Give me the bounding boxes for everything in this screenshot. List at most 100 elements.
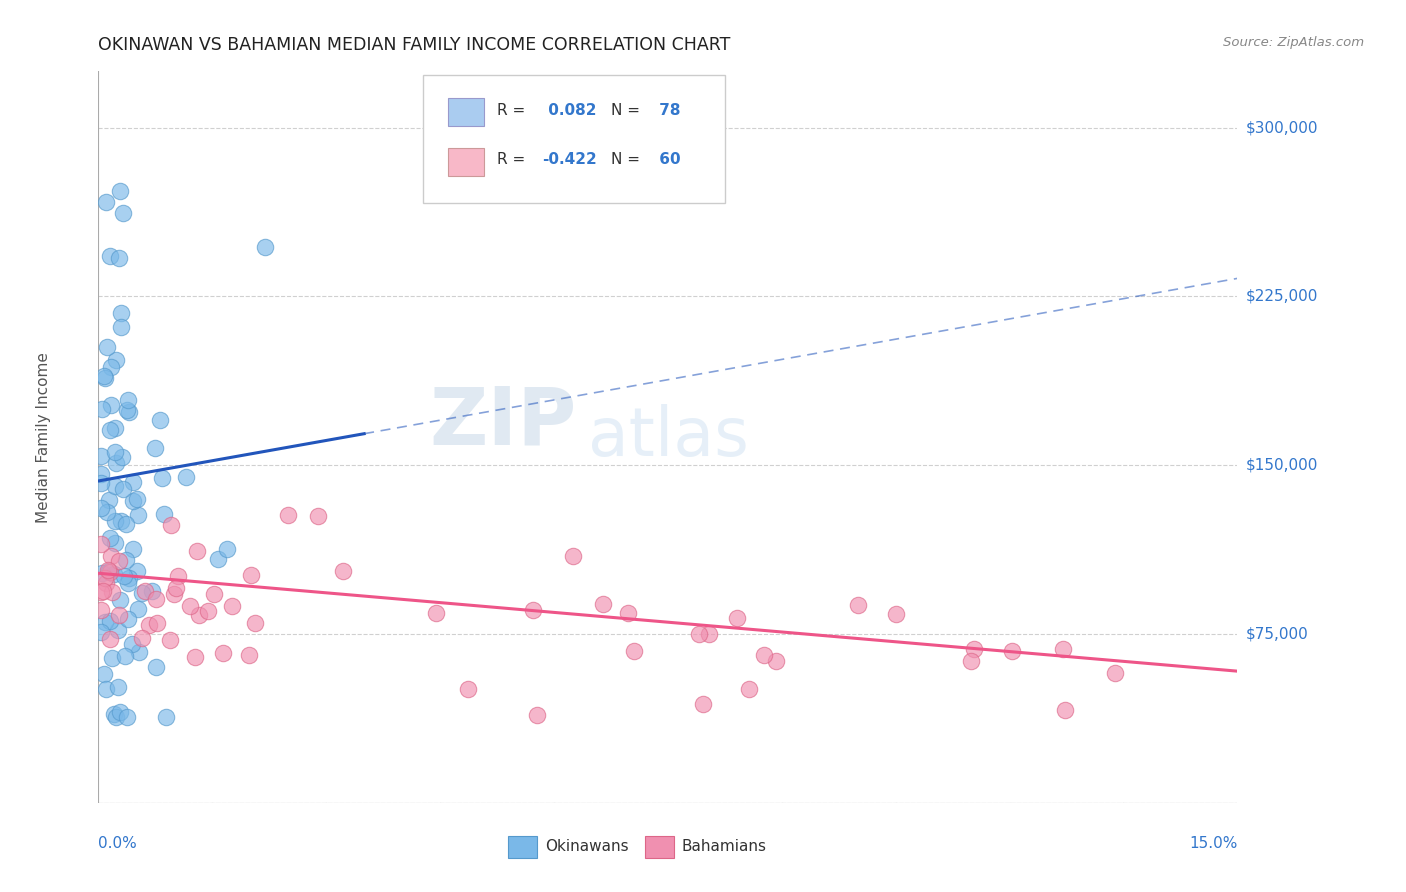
- Point: [332, 565, 354, 579]
- Text: R =: R =: [498, 153, 526, 168]
- Text: N =: N =: [610, 153, 640, 168]
- Point: [104, 353, 127, 368]
- Point: [90, 602, 112, 616]
- Point: [103, 706, 125, 721]
- Point: [1104, 666, 1126, 681]
- Point: [97, 563, 120, 577]
- Text: 60: 60: [654, 153, 681, 168]
- Text: 0.082: 0.082: [543, 103, 596, 118]
- Point: [98, 614, 121, 628]
- Point: [1001, 644, 1024, 658]
- Point: [90, 449, 112, 463]
- Point: [131, 631, 153, 645]
- Point: [128, 645, 150, 659]
- Point: [90, 625, 112, 640]
- Point: [98, 564, 121, 578]
- Text: Okinawans: Okinawans: [546, 839, 628, 855]
- Point: [1053, 703, 1076, 717]
- Point: [184, 650, 207, 665]
- Point: [90, 537, 112, 551]
- Point: [115, 710, 138, 724]
- Point: [765, 654, 787, 668]
- Point: [112, 482, 135, 496]
- Point: [108, 184, 131, 198]
- Point: [96, 682, 118, 697]
- Point: [91, 566, 114, 580]
- Point: [561, 549, 583, 563]
- Point: [592, 597, 614, 611]
- Point: [623, 644, 645, 658]
- Text: 78: 78: [654, 103, 681, 118]
- Point: [121, 637, 143, 651]
- Text: -0.422: -0.422: [543, 153, 598, 168]
- Point: [148, 413, 170, 427]
- Point: [104, 479, 127, 493]
- Point: [114, 649, 136, 664]
- Point: [131, 586, 153, 600]
- Point: [117, 392, 139, 407]
- Point: [145, 616, 167, 631]
- Point: [108, 706, 131, 720]
- Point: [104, 535, 127, 549]
- Point: [127, 564, 149, 578]
- Text: R =: R =: [498, 103, 526, 118]
- Point: [98, 632, 121, 647]
- Point: [91, 583, 114, 598]
- Text: $150,000: $150,000: [1246, 458, 1317, 473]
- Point: [90, 476, 112, 491]
- Point: [122, 475, 145, 489]
- Point: [254, 240, 277, 254]
- Point: [692, 698, 714, 712]
- Point: [239, 567, 262, 582]
- Point: [846, 598, 869, 612]
- Point: [167, 568, 190, 582]
- Point: [959, 654, 981, 668]
- Point: [104, 514, 127, 528]
- Bar: [509, 836, 537, 858]
- Point: [141, 584, 163, 599]
- Point: [163, 587, 186, 601]
- Point: [110, 320, 132, 334]
- Point: [103, 567, 125, 582]
- Point: [754, 648, 776, 662]
- Text: atlas: atlas: [588, 404, 749, 470]
- Point: [725, 611, 748, 625]
- Text: ZIP: ZIP: [429, 384, 576, 461]
- Point: [96, 340, 118, 354]
- Point: [245, 615, 267, 630]
- Text: Bahamians: Bahamians: [682, 839, 766, 855]
- Point: [93, 571, 115, 585]
- Point: [101, 651, 124, 665]
- Point: [155, 710, 177, 724]
- Point: [179, 599, 201, 614]
- Point: [186, 543, 208, 558]
- Text: Source: ZipAtlas.com: Source: ZipAtlas.com: [1223, 36, 1364, 49]
- Point: [221, 599, 243, 613]
- Point: [143, 442, 166, 456]
- Point: [153, 508, 176, 522]
- Point: [118, 405, 141, 419]
- Point: [98, 531, 121, 545]
- Point: [110, 514, 132, 528]
- Point: [93, 368, 115, 383]
- Point: [617, 607, 640, 621]
- Point: [108, 554, 131, 568]
- Point: [96, 505, 118, 519]
- Text: 0.0%: 0.0%: [98, 836, 138, 851]
- Bar: [449, 148, 485, 176]
- Point: [307, 508, 329, 523]
- Point: [217, 542, 239, 557]
- Point: [98, 249, 121, 263]
- Point: [159, 632, 181, 647]
- Point: [108, 252, 131, 266]
- Point: [114, 553, 136, 567]
- Point: [94, 371, 117, 385]
- Point: [112, 569, 135, 583]
- Point: [1052, 641, 1074, 656]
- Text: Median Family Income: Median Family Income: [37, 351, 51, 523]
- Point: [98, 493, 121, 508]
- Point: [688, 627, 710, 641]
- Point: [111, 206, 134, 220]
- Point: [100, 360, 122, 375]
- Point: [100, 549, 122, 563]
